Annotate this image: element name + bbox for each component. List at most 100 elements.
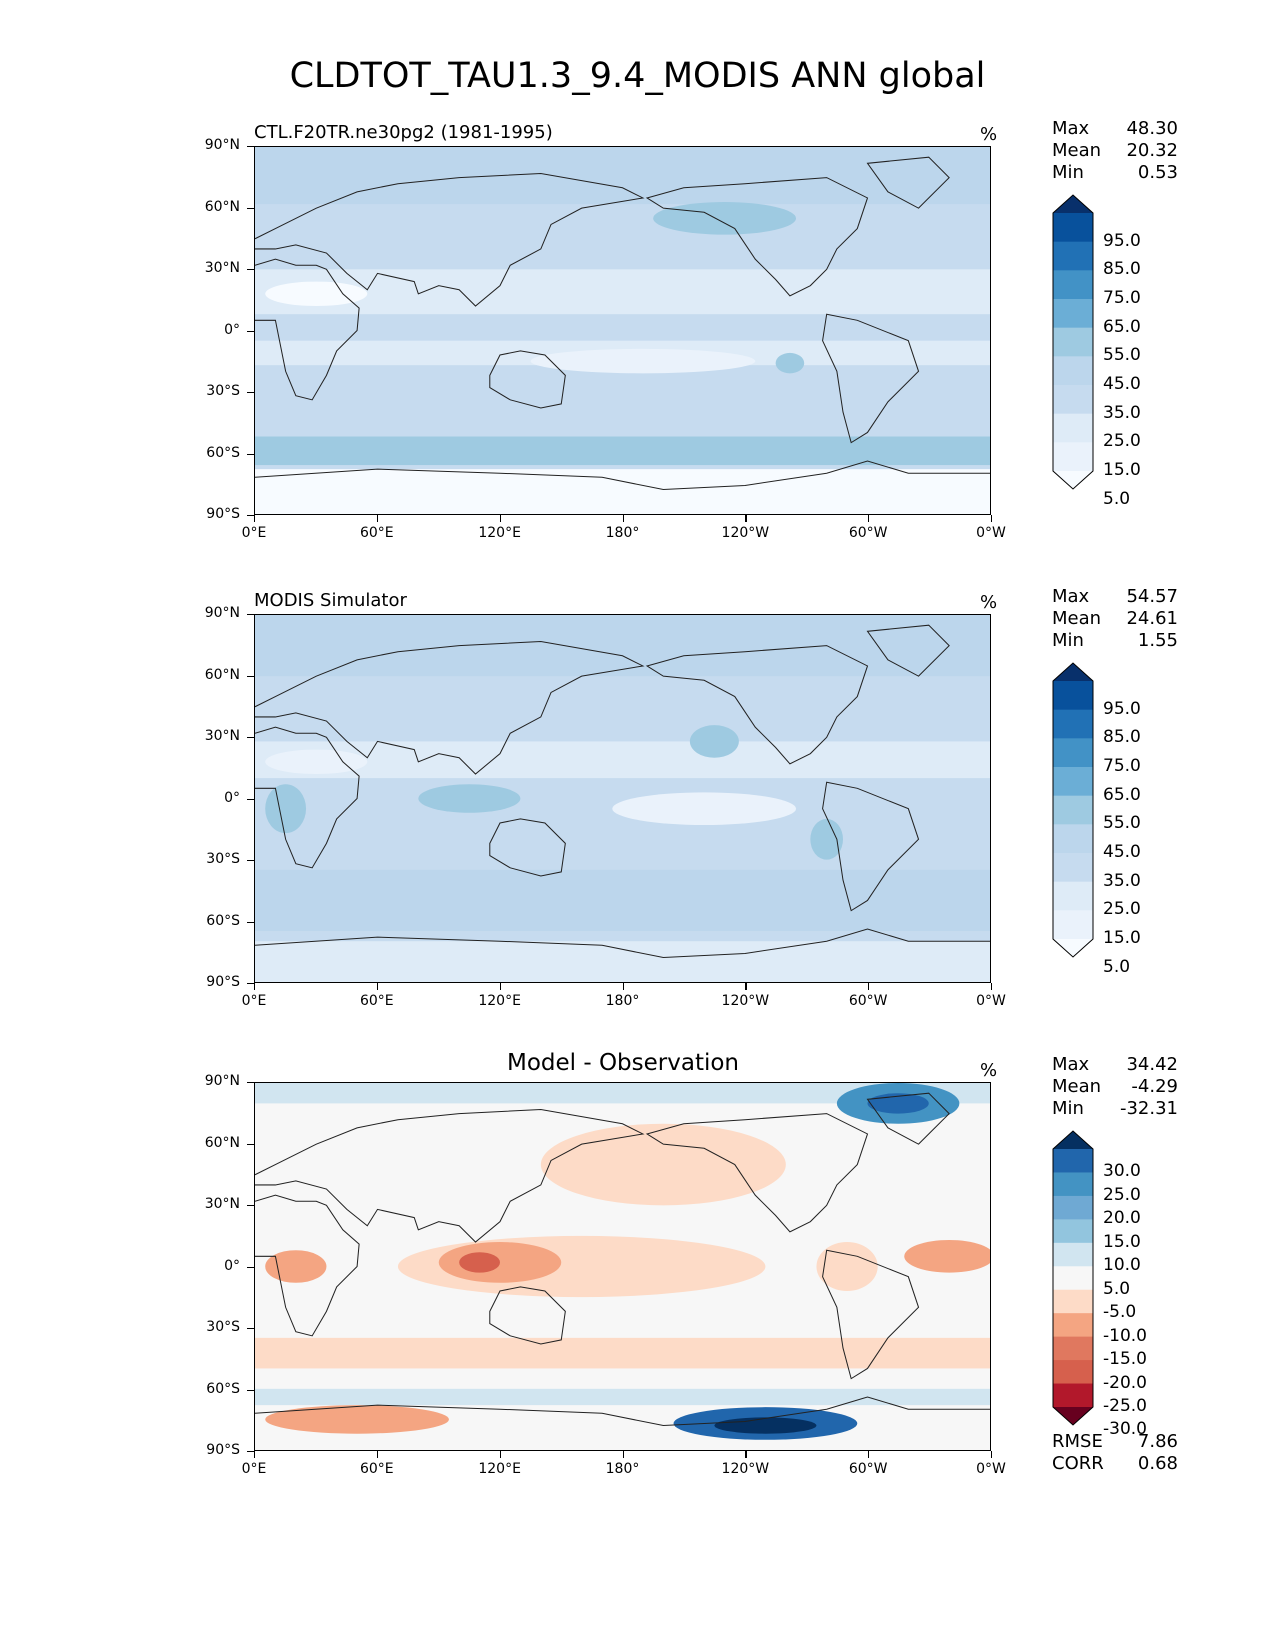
y-tick-mark [247, 860, 254, 862]
coastline-path [645, 645, 869, 765]
colorbar-segment [1053, 1149, 1093, 1173]
colorbar-extend-top [1053, 663, 1093, 681]
map-field [255, 147, 990, 514]
colorbar-label: 25.0 [1103, 431, 1141, 452]
coastlines [255, 624, 990, 959]
colorbar-outline [1052, 1130, 1094, 1426]
y-tick-label: 60°S [206, 912, 240, 929]
x-tick-mark [254, 983, 256, 990]
x-tick-label: 60°E [359, 993, 394, 1009]
panel-title: Model - Observation [506, 1050, 740, 1076]
stats-box: Max 34.42 Mean -4.29 Min -32.31 [1052, 1054, 1178, 1119]
y-tick-label: 90°S [206, 506, 240, 522]
y-tick-label: 60°S [206, 444, 240, 461]
colorbar-label: 10.0 [1103, 1255, 1141, 1276]
x-tick-mark [376, 983, 379, 990]
colorbar-outline [1052, 662, 1094, 958]
map-plot [254, 614, 991, 983]
colorbar-label: 30.0 [1103, 1161, 1141, 1182]
colorbar-segment [1053, 385, 1093, 415]
colorbar-segment [1053, 1242, 1093, 1267]
colorbar-label: 25.0 [1103, 1184, 1141, 1205]
coastline-path [866, 1092, 950, 1145]
panel-title: CTL.F20TR.ne30pg2 (1981-1995) [254, 122, 553, 143]
colorbar-label: 45.0 [1103, 842, 1141, 862]
colorbar [1052, 194, 1094, 490]
colorbar-segment [1053, 795, 1093, 825]
colorbar-segment [1053, 356, 1093, 386]
colorbar-label: 95.0 [1103, 230, 1141, 251]
y-tick-mark [247, 392, 254, 394]
colorbar-segment [1053, 681, 1093, 711]
colorbar-label: -20.0 [1103, 1372, 1147, 1393]
colorbar-segment [1053, 881, 1093, 911]
x-tick-mark [745, 983, 747, 990]
x-tick-mark [622, 983, 624, 990]
colorbar-label: 75.0 [1103, 288, 1141, 308]
colorbar-segment [1053, 1289, 1093, 1314]
x-tick-label: 120°W [721, 993, 770, 1009]
colorbar-extend-bottom [1053, 939, 1093, 957]
y-tick-mark [247, 1389, 254, 1391]
x-tick-mark [622, 1451, 624, 1458]
x-tick-label: 120°E [478, 1461, 521, 1477]
colorbar-segment [1053, 270, 1093, 300]
x-tick-mark [254, 1451, 256, 1458]
x-tick-mark [376, 1451, 379, 1458]
coastline-path [255, 460, 990, 491]
x-tick-label: 0°E [241, 993, 267, 1009]
y-tick-label: 60°N [204, 666, 240, 683]
y-tick-label: 30°N [204, 1196, 240, 1212]
x-tick-label: 60°E [359, 525, 394, 541]
x-tick-label: 60°E [359, 1461, 394, 1477]
coastline-path [255, 1396, 990, 1427]
x-tick-mark [868, 983, 870, 990]
colorbar-segment [1053, 1219, 1093, 1244]
colorbar-segment [1053, 1313, 1093, 1338]
colorbar-segment [1053, 442, 1093, 472]
x-tick-label: 180° [605, 1461, 640, 1477]
colorbar-label: 15.0 [1103, 1231, 1141, 1252]
colorbar-segment [1053, 413, 1093, 443]
x-tick-mark [868, 1451, 870, 1458]
colorbar-segment [1053, 1383, 1093, 1408]
x-tick-label: 120°W [721, 525, 770, 541]
colorbar-extend-bottom [1053, 1407, 1093, 1425]
y-tick-label: 30°S [206, 851, 240, 867]
coastline-path [255, 1194, 360, 1337]
colorbar-label: 20.0 [1103, 1208, 1141, 1229]
x-tick-label: 0°W [976, 1461, 1006, 1477]
x-tick-mark [622, 515, 624, 522]
x-tick-mark [376, 515, 379, 522]
coastline-path [645, 1113, 869, 1233]
coastline-path [255, 726, 360, 869]
y-tick-label: 90°S [206, 1442, 240, 1458]
y-tick-mark [247, 1205, 254, 1207]
coastline-path [822, 781, 920, 912]
x-tick-label: 120°E [478, 993, 521, 1009]
colorbar-extend-top [1053, 1131, 1093, 1149]
y-tick-mark [247, 983, 254, 985]
x-tick-mark [745, 1451, 747, 1458]
units-label: % [980, 124, 998, 145]
coastline-path [255, 1108, 645, 1243]
coastline-path [489, 818, 566, 877]
x-tick-label: 0°E [241, 525, 267, 541]
colorbar-segment [1053, 241, 1093, 271]
coastline-path [645, 177, 869, 297]
colorbar-segment [1053, 824, 1093, 854]
y-tick-mark [247, 1451, 254, 1453]
y-tick-label: 90°N [204, 605, 240, 621]
colorbar-label: 65.0 [1103, 316, 1141, 337]
y-tick-mark [247, 1143, 254, 1145]
y-tick-mark [247, 146, 254, 148]
x-tick-mark [991, 983, 993, 990]
colorbar-label: 75.0 [1103, 756, 1141, 776]
colorbar-label: -25.0 [1103, 1396, 1147, 1416]
panel-title: MODIS Simulator [254, 590, 407, 611]
colorbar-label: 55.0 [1103, 345, 1141, 366]
colorbar-label: 15.0 [1103, 460, 1141, 480]
colorbar-segment [1053, 910, 1093, 940]
colorbar-label: 5.0 [1103, 1278, 1131, 1299]
colorbar-segment [1053, 853, 1093, 883]
